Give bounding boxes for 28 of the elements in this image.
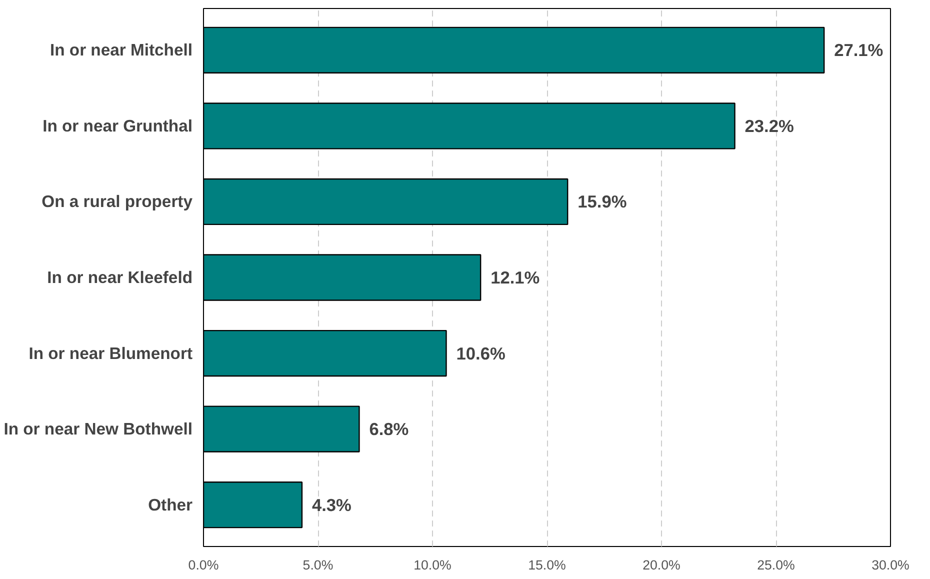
bar — [204, 102, 736, 150]
bar — [204, 254, 482, 301]
x-tick-label: 10.0% — [414, 558, 452, 572]
y-tick-label: In or near Mitchell — [50, 40, 192, 60]
data-label: 4.3% — [312, 494, 352, 515]
y-tick-label: In or near New Bothwell — [4, 420, 193, 439]
bar — [204, 26, 825, 74]
x-tick-label: 0.0% — [188, 558, 219, 572]
bar — [204, 178, 568, 226]
y-tick-label: In or near Kleefeld — [47, 268, 193, 287]
bar — [204, 330, 447, 377]
y-tick-label: In or near Blumenort — [28, 344, 193, 363]
data-label: 23.2% — [744, 116, 794, 136]
y-tick-label: Other — [148, 495, 194, 514]
bar — [204, 481, 303, 528]
data-label: 6.8% — [369, 419, 409, 440]
data-label: 12.1% — [490, 268, 540, 288]
x-tick-label: 5.0% — [302, 558, 334, 572]
y-tick-label: On a rural property — [42, 192, 194, 212]
x-tick-label: 25.0% — [757, 558, 796, 572]
x-tick-label: 20.0% — [642, 558, 681, 572]
data-label: 10.6% — [456, 343, 506, 364]
x-tick-label: 30.0% — [872, 558, 910, 572]
y-tick-label: In or near Grunthal — [42, 116, 193, 136]
data-label: 27.1% — [834, 40, 884, 60]
bar — [204, 406, 360, 452]
x-tick-label: 15.0% — [528, 558, 566, 572]
data-label: 15.9% — [578, 192, 627, 212]
